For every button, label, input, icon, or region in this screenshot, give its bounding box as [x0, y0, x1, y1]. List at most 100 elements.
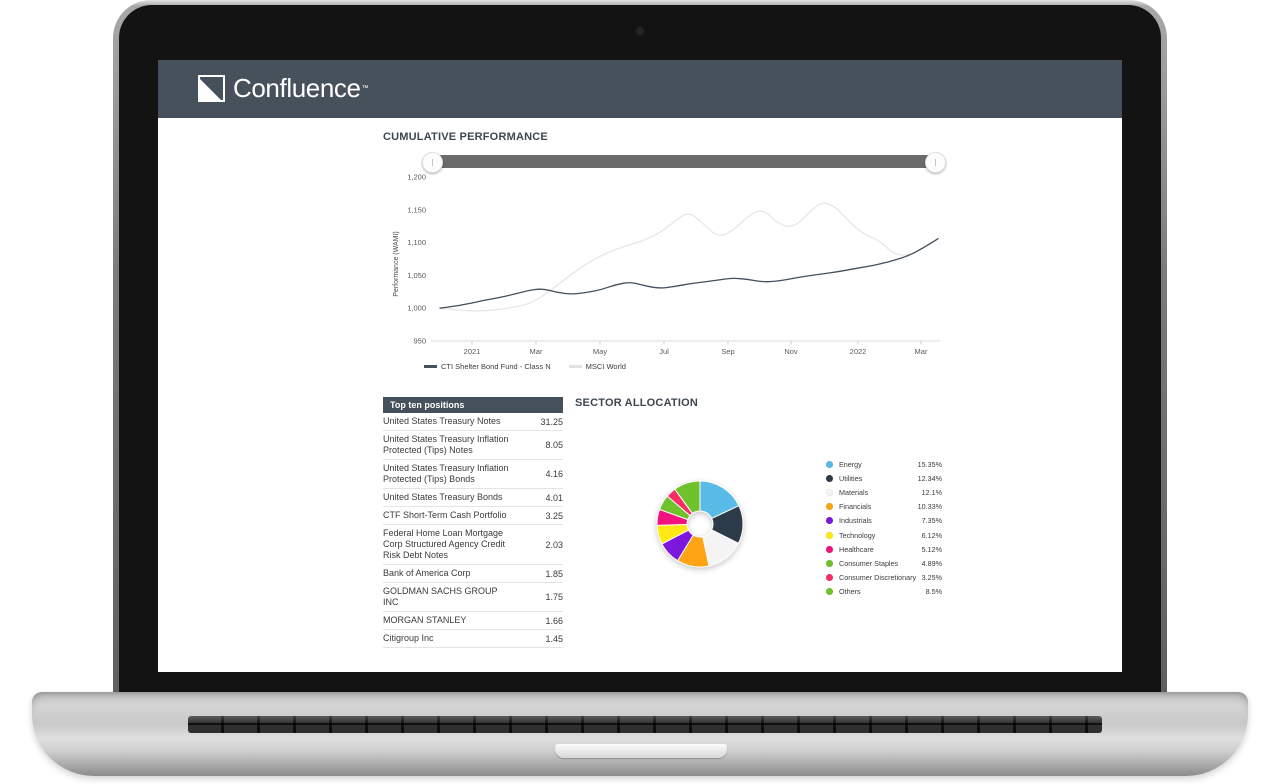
performance-legend: CTI Shelter Bond Fund - Class N MSCI Worl…: [424, 360, 644, 372]
sector-legend-item: Industrials 7.35%: [826, 514, 942, 528]
sector-color-dot: [826, 460, 833, 468]
x-tick-label: 2021: [464, 347, 481, 356]
position-name: United States Treasury Bonds: [383, 492, 503, 502]
y-tick-label: 1,050: [407, 271, 426, 280]
sector-legend-item: Consumer Staples 4.89%: [826, 556, 942, 570]
table-row: United States Treasury Bonds 4.01: [383, 489, 563, 507]
sector-label: Utilities: [839, 473, 863, 483]
position-weight: 3.25: [545, 510, 563, 521]
legend-label: CTI Shelter Bond Fund - Class N: [441, 361, 551, 371]
position-name: Federal Home Loan Mortgage Corp Structur…: [383, 528, 506, 560]
x-tick-label: Mar: [915, 347, 928, 356]
performance-chart: 1,200 1,150 1,100 1,050 1,000 950 Performance …: [393, 173, 940, 356]
position-name: CTF Short-Term Cash Portfolio: [383, 510, 507, 520]
y-tick-label: 1,100: [407, 238, 426, 247]
app-header: Confluence ™: [158, 60, 1122, 118]
position-weight: 2.03: [545, 539, 563, 550]
sector-legend-item: Utilities 12.34%: [826, 471, 942, 485]
legend-item: MSCI World: [568, 362, 626, 371]
trademark-symbol: ™: [361, 84, 369, 92]
slider-handle-right[interactable]: [925, 152, 946, 173]
sector-label: Financials: [839, 502, 872, 512]
sector-percentage: 7.35%: [921, 516, 942, 526]
sector-legend-item: Technology 6.12%: [826, 528, 942, 542]
position-name: MORGAN STANLEY: [383, 615, 467, 625]
sector-percentage: 12.34%: [917, 473, 942, 483]
sector-label: Technology: [839, 530, 876, 540]
confluence-logo-icon: [198, 75, 225, 102]
cumulative-performance-title: CUMULATIVE PERFORMANCE: [383, 131, 548, 143]
legend-item: CTI Shelter Bond Fund - Class N: [424, 362, 551, 371]
y-tick-label: 1,000: [407, 304, 426, 313]
y-tick-label: 1,150: [407, 205, 426, 214]
sector-label: Materials: [839, 487, 869, 497]
sector-percentage: 4.89%: [921, 558, 942, 568]
top-ten-positions-table: Top ten positions United States Treasury…: [383, 397, 563, 648]
table-row: GOLDMAN SACHS GROUP INC 1.75: [383, 583, 563, 612]
sector-legend-item: Energy 15.35%: [826, 457, 942, 471]
y-tick-label: 1,200: [407, 173, 426, 182]
donut-slice: [674, 480, 701, 515]
table-row: United States Treasury Inflation Protect…: [383, 460, 563, 489]
sector-percentage: 12.1%: [921, 487, 942, 497]
timeline-range-slider[interactable]: [422, 152, 946, 173]
confluence-logo: Confluence ™: [198, 75, 369, 102]
sector-color-dot: [826, 545, 833, 553]
slider-handle-left[interactable]: [422, 152, 443, 173]
sector-percentage: 5.12%: [921, 544, 942, 554]
legend-line-swatch: [568, 364, 582, 368]
position-name: United States Treasury Notes: [383, 416, 501, 426]
sector-color-dot: [826, 488, 833, 496]
position-weight: 1.75: [545, 592, 563, 602]
sector-color-dot: [826, 474, 833, 482]
sector-color-dot: [826, 517, 833, 525]
sector-label: Healthcare: [839, 544, 874, 554]
laptop-keyboard: [188, 716, 1102, 733]
table-row: United States Treasury Inflation Protect…: [383, 431, 563, 460]
position-name: United States Treasury Inflation Protect…: [383, 434, 509, 455]
sector-legend-item: Materials 12.1%: [826, 485, 942, 499]
sector-legend: Energy 15.35% Utilities 12.34% Materials 12.1…: [826, 457, 942, 599]
position-name: United States Treasury Inflation Protect…: [383, 463, 509, 484]
sector-color-dot: [826, 503, 833, 511]
position-weight: 1.66: [545, 615, 563, 626]
table-row: CTF Short-Term Cash Portfolio 3.25: [383, 507, 563, 525]
sector-legend-item: Consumer Discretionary 3.25%: [826, 571, 942, 585]
laptop-base: [32, 692, 1248, 776]
y-tick-label: 950: [413, 337, 426, 346]
sector-percentage: 10.33%: [917, 502, 942, 512]
sector-label: Industrials: [839, 516, 872, 526]
sector-label: Consumer Discretionary: [839, 573, 917, 583]
sector-legend-item: Others 8.5%: [826, 585, 942, 599]
app-screen: Confluence ™ CUMULATIVE PERFORMANCE 1,20…: [158, 60, 1122, 672]
sector-color-dot: [826, 531, 833, 539]
position-weight: 8.05: [545, 440, 563, 450]
position-weight: 31.25: [540, 416, 563, 427]
sector-percentage: 3.25%: [921, 573, 942, 583]
sector-color-dot: [826, 574, 833, 582]
sector-percentage: 6.12%: [921, 530, 942, 540]
table-body: United States Treasury Notes 31.25 United …: [383, 413, 563, 648]
table-row: Federal Home Loan Mortgage Corp Structur…: [383, 525, 563, 565]
series-line: [439, 238, 939, 309]
table-row: MORGAN STANLEY 1.66: [383, 612, 563, 630]
table-header: Top ten positions: [383, 397, 563, 413]
x-tick-label: 2022: [850, 347, 867, 356]
sector-label: Energy: [839, 459, 862, 469]
position-weight: 1.45: [545, 633, 563, 644]
sector-allocation-donut-chart: [656, 480, 744, 568]
x-tick-label: Sep: [721, 347, 734, 356]
sector-percentage: 8.5%: [925, 587, 942, 597]
x-tick-label: May: [593, 347, 607, 356]
sector-legend-item: Financials 10.33%: [826, 500, 942, 514]
laptop-trackpad-lip: [555, 744, 727, 758]
table-row: Citigroup Inc 1.45: [383, 630, 563, 648]
sector-color-dot: [826, 559, 833, 567]
sector-legend-item: Healthcare 5.12%: [826, 542, 942, 556]
position-name: Bank of America Corp: [383, 568, 471, 578]
position-weight: 4.01: [545, 492, 563, 503]
sector-percentage: 15.35%: [917, 459, 942, 469]
legend-line-swatch: [424, 364, 437, 368]
webcam-icon: [635, 26, 645, 36]
